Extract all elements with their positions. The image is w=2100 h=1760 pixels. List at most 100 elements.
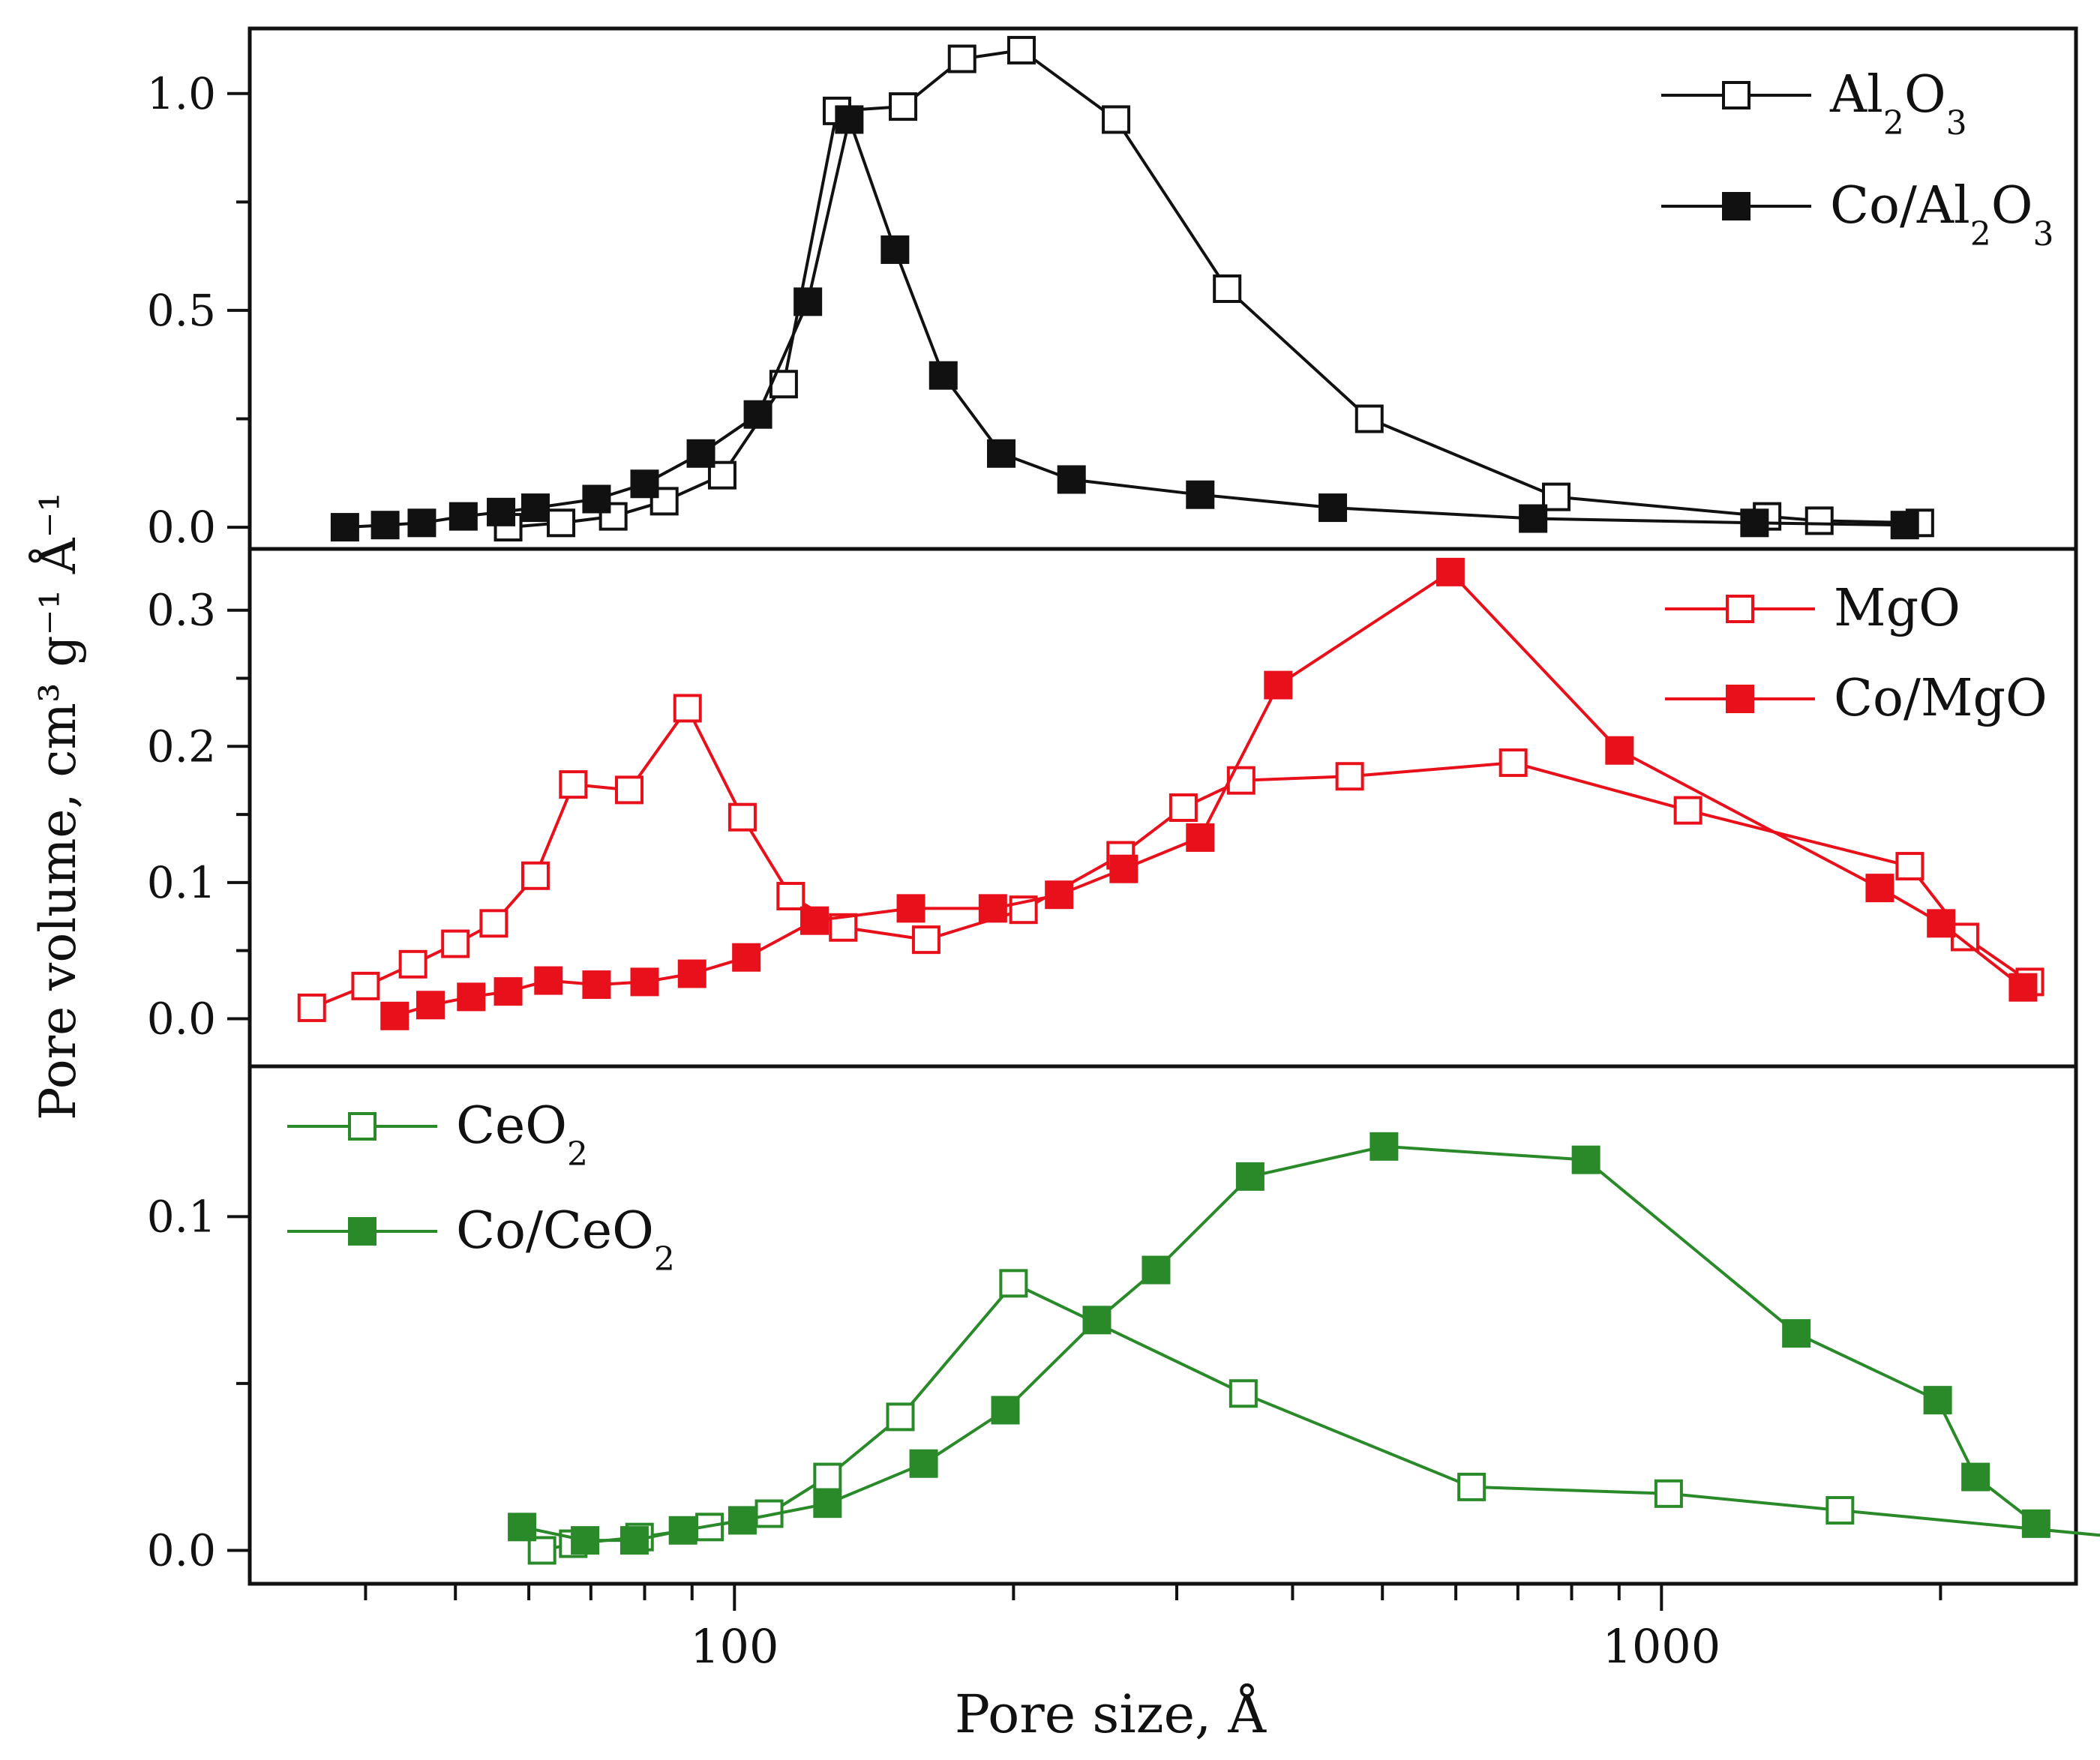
data-point-al2o3-1 bbox=[743, 400, 772, 429]
data-point-al2o3-0 bbox=[889, 92, 918, 121]
data-point-mgo-0 bbox=[614, 775, 644, 805]
data-point-mgo-1 bbox=[978, 894, 1007, 923]
data-point-mgo-1 bbox=[800, 906, 830, 935]
legend-label-part: 2 bbox=[1970, 215, 1991, 253]
data-point-al2o3-0 bbox=[1102, 105, 1131, 134]
legend-label-part: O bbox=[1991, 176, 2033, 235]
data-point-mgo-0 bbox=[728, 802, 757, 832]
data-point-al2o3-0 bbox=[1542, 482, 1571, 511]
data-point-mgo-0 bbox=[297, 993, 326, 1022]
legend-label-part: Co/MgO bbox=[1834, 669, 2048, 728]
data-point-mgo-1 bbox=[1264, 670, 1293, 700]
y-tick-label-al2o3: 1.0 bbox=[147, 68, 216, 119]
data-point-mgo-1 bbox=[494, 977, 523, 1006]
data-point-mgo-1 bbox=[2008, 973, 2038, 1002]
y-tick-label-al2o3: 0.0 bbox=[147, 502, 216, 553]
legend-label-mgo-1: Co/MgO bbox=[1834, 669, 2048, 728]
data-point-mgo-1 bbox=[630, 967, 659, 997]
data-point-al2o3-1 bbox=[928, 361, 958, 390]
data-point-ceo2-1 bbox=[1142, 1255, 1171, 1285]
data-point-mgo-1 bbox=[1605, 736, 1634, 765]
data-point-al2o3-1 bbox=[487, 497, 516, 526]
data-point-ceo2-0 bbox=[1654, 1479, 1683, 1508]
legend-marker-mgo-1 bbox=[1726, 685, 1754, 713]
legend-label-part: 2 bbox=[567, 1135, 588, 1174]
data-point-ceo2-0 bbox=[1457, 1472, 1486, 1501]
data-point-mgo-0 bbox=[1168, 793, 1198, 822]
x-tick-label: 1000 bbox=[1602, 1619, 1720, 1674]
data-point-al2o3-1 bbox=[448, 502, 478, 531]
data-point-mgo-1 bbox=[1186, 823, 1215, 852]
data-point-al2o3-1 bbox=[686, 439, 716, 468]
data-point-mgo-1 bbox=[380, 1001, 410, 1030]
series-line-al2o3-1 bbox=[344, 118, 1905, 529]
data-point-mgo-0 bbox=[1895, 852, 1924, 881]
data-point-ceo2-0 bbox=[1228, 1379, 1258, 1408]
data-point-mgo-0 bbox=[1335, 762, 1364, 791]
data-point-mgo-0 bbox=[1950, 922, 1979, 952]
legend-label-mgo-0: MgO bbox=[1834, 579, 1960, 638]
data-point-al2o3-1 bbox=[1519, 504, 1548, 533]
data-point-mgo-1 bbox=[896, 894, 926, 923]
data-point-mgo-1 bbox=[582, 970, 611, 1000]
data-point-mgo-1 bbox=[416, 991, 445, 1020]
legend-marker-al2o3-1 bbox=[1722, 192, 1750, 220]
legend-label-part: Co/CeO bbox=[456, 1201, 654, 1261]
data-point-mgo-1 bbox=[1436, 557, 1465, 586]
data-point-ceo2-1 bbox=[1235, 1162, 1264, 1191]
data-point-ceo2-1 bbox=[813, 1489, 842, 1519]
data-point-mgo-1 bbox=[677, 959, 706, 988]
data-point-ceo2-0 bbox=[999, 1269, 1028, 1298]
data-point-mgo-0 bbox=[1673, 796, 1702, 825]
data-point-ceo2-1 bbox=[1923, 1386, 1952, 1415]
data-point-ceo2-1 bbox=[909, 1449, 938, 1478]
data-point-mgo-0 bbox=[441, 929, 470, 958]
legend-label-ceo2-0: CeO2 bbox=[456, 1096, 588, 1174]
data-point-al2o3-1 bbox=[1740, 508, 1769, 538]
data-point-al2o3-1 bbox=[1057, 465, 1086, 494]
data-point-mgo-0 bbox=[559, 770, 588, 799]
data-point-mgo-1 bbox=[534, 966, 563, 995]
data-point-ceo2-1 bbox=[2021, 1509, 2050, 1538]
data-point-al2o3-1 bbox=[1186, 480, 1215, 509]
y-tick-label-mgo: 0.2 bbox=[147, 721, 216, 772]
data-point-al2o3-1 bbox=[794, 287, 823, 316]
data-point-ceo2-1 bbox=[1782, 1319, 1811, 1348]
data-point-ceo2-0 bbox=[1826, 1496, 1855, 1525]
data-point-al2o3-1 bbox=[520, 493, 550, 523]
data-point-al2o3-1 bbox=[880, 235, 910, 264]
data-point-mgo-0 bbox=[1498, 748, 1528, 778]
data-point-mgo-0 bbox=[911, 925, 940, 955]
series-line-mgo-0 bbox=[310, 706, 2031, 1009]
legend-marker-al2o3-0 bbox=[1722, 81, 1750, 109]
data-point-al2o3-1 bbox=[1318, 493, 1348, 523]
data-point-mgo-0 bbox=[776, 882, 806, 911]
x-axis-label: Pore size, Å bbox=[955, 1684, 1268, 1745]
data-point-al2o3-0 bbox=[1213, 274, 1242, 303]
data-point-ceo2-1 bbox=[571, 1526, 600, 1555]
data-point-al2o3-0 bbox=[947, 44, 976, 73]
data-point-al2o3-1 bbox=[1890, 511, 1919, 540]
data-point-al2o3-1 bbox=[630, 469, 659, 499]
data-point-ceo2-1 bbox=[668, 1516, 698, 1545]
data-point-mgo-1 bbox=[1927, 909, 1956, 938]
panel-frame-ceo2 bbox=[248, 1064, 2078, 1586]
data-point-al2o3-1 bbox=[407, 508, 436, 538]
panel-frame-al2o3 bbox=[248, 26, 2078, 551]
data-point-mgo-0 bbox=[398, 949, 428, 979]
data-point-ceo2-0 bbox=[527, 1536, 556, 1565]
data-point-al2o3-1 bbox=[835, 105, 864, 134]
data-point-al2o3-0 bbox=[1006, 35, 1036, 64]
data-point-mgo-0 bbox=[351, 971, 380, 1000]
data-point-ceo2-1 bbox=[1571, 1145, 1600, 1174]
y-axis-label: Pore volume, cm³ g⁻¹ Å⁻¹ bbox=[29, 492, 87, 1120]
data-point-al2o3-0 bbox=[1804, 506, 1834, 535]
y-tick-label-al2o3: 0.5 bbox=[147, 285, 216, 336]
legend-label-part: Al bbox=[1829, 65, 1883, 124]
y-tick-label-mgo: 0.3 bbox=[147, 585, 216, 636]
data-point-ceo2-0 bbox=[886, 1402, 915, 1432]
legend-label-part: 3 bbox=[1946, 104, 1967, 142]
legend-label-al2o3-1: Co/Al2O3 bbox=[1830, 176, 2054, 253]
